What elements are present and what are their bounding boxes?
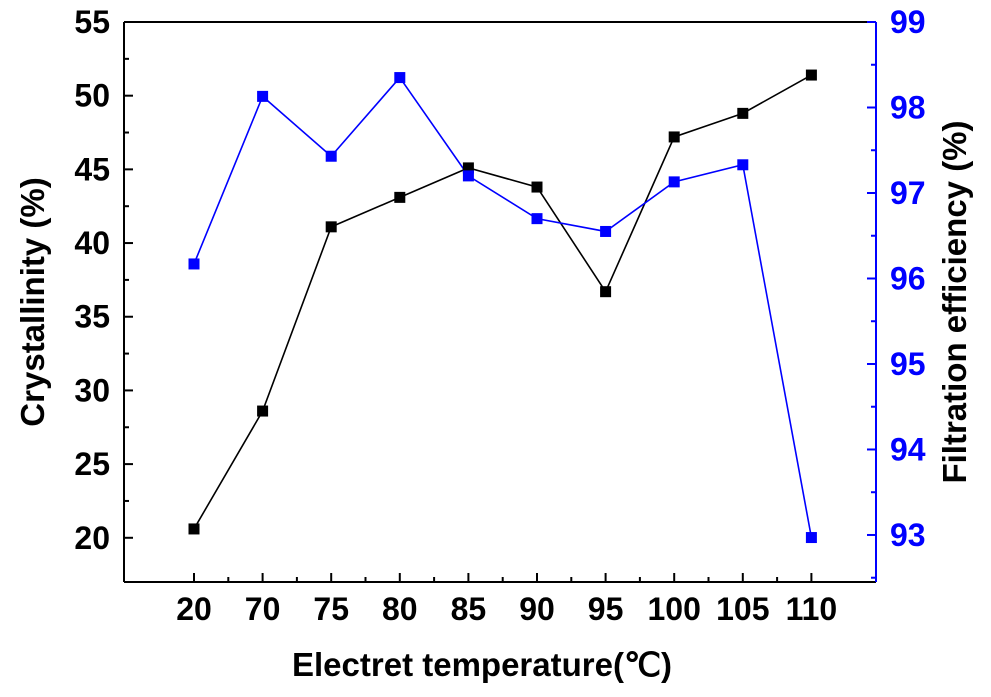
right-y-tick-label: 93 [890, 517, 926, 553]
x-tick-label: 20 [176, 591, 212, 627]
crystallinity-marker [531, 181, 543, 193]
x-tick-label: 95 [588, 591, 624, 627]
left-y-axis-title: Crystallinity (%) [14, 177, 51, 426]
crystallinity-marker [600, 286, 612, 298]
crystallinity-marker [737, 107, 749, 119]
left-y-tick-label: 45 [74, 151, 110, 187]
x-tick-label: 90 [519, 591, 555, 627]
right-y-axis-title: Filtration efficiency (%) [936, 120, 973, 483]
left-y-tick-label: 20 [74, 520, 110, 556]
x-tick-label: 110 [786, 591, 838, 627]
crystallinity-marker [325, 221, 337, 233]
filtration-efficiency-marker [805, 532, 817, 544]
series-lines [193, 74, 813, 538]
x-tick-label: 75 [313, 591, 349, 627]
crystallinity-marker [668, 131, 680, 143]
filtration-efficiency-marker [188, 258, 200, 270]
crystallinity-marker [805, 69, 817, 81]
filtration-efficiency-marker [257, 90, 269, 102]
right-y-tick-label: 95 [890, 346, 926, 382]
right-y-tick-label: 98 [890, 89, 926, 125]
crystallinity-marker [394, 191, 406, 203]
x-tick-label: 70 [245, 591, 281, 627]
right-y-tick-label: 96 [890, 260, 926, 296]
left-y-tick-label: 35 [74, 299, 110, 335]
crystallinity-marker [257, 405, 269, 417]
right-y-tick-label: 99 [890, 4, 926, 40]
right-y-tick-label: 94 [890, 431, 926, 467]
left-y-tick-label: 55 [74, 4, 110, 40]
series-markers [188, 69, 817, 544]
filtration-efficiency-marker [600, 225, 612, 237]
filtration-efficiency-marker [462, 170, 474, 182]
filtration-efficiency-line [193, 76, 813, 538]
filtration-efficiency-marker [668, 176, 680, 188]
filtration-efficiency-marker [325, 150, 337, 162]
axes [123, 21, 877, 583]
crystallinity-marker [462, 162, 474, 174]
right-y-tick-label: 97 [890, 175, 926, 211]
x-tick-label: 105 [716, 591, 769, 627]
axis-ticks: 20 70 75 80 85 90 95 100 105 110 20 25 30 35 40 45 50 55 9… [74, 4, 925, 627]
x-tick-label: 100 [648, 591, 701, 627]
filtration-efficiency-marker [394, 72, 406, 84]
x-axis-title: Electret temperature(℃) [292, 646, 672, 683]
left-y-tick-label: 50 [74, 78, 110, 114]
crystallinity-marker [188, 523, 200, 535]
x-tick-label: 80 [382, 591, 418, 627]
crystallinity-line [193, 74, 812, 530]
filtration-efficiency-marker [737, 159, 749, 171]
left-y-tick-label: 30 [74, 372, 110, 408]
filtration-efficiency-marker [531, 213, 543, 225]
x-tick-label: 85 [451, 591, 487, 627]
left-y-tick-label: 25 [74, 446, 110, 482]
left-y-tick-label: 40 [74, 225, 110, 261]
